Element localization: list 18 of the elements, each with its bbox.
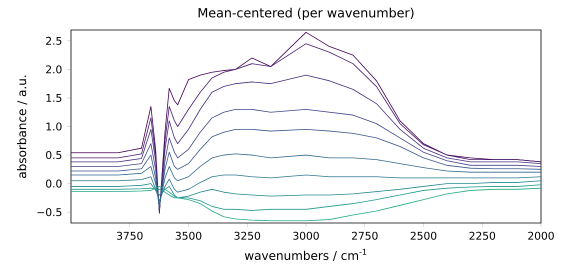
y-tick-label: 2.0 bbox=[46, 65, 62, 74]
y-tick-label: 0.0 bbox=[46, 180, 62, 188]
x-tick-label: 2000 bbox=[528, 232, 554, 240]
y-axis-title: absorbance / a.u. bbox=[17, 76, 28, 178]
x-tick-label: 2750 bbox=[352, 232, 378, 240]
y-tick-label: 1.5 bbox=[46, 94, 62, 102]
x-tick-label: 3250 bbox=[234, 232, 260, 240]
y-tick-label: 2.5 bbox=[46, 36, 62, 45]
x-axis-title: wavenumbers / cm$^{-1}$ bbox=[244, 248, 366, 261]
y-tick-label: −0.5 bbox=[38, 208, 62, 216]
x-tick-label: 2250 bbox=[469, 232, 496, 240]
x-tick-label: 3000 bbox=[293, 232, 319, 240]
x-tick-label: 3750 bbox=[116, 232, 143, 240]
x-tick-label: 2500 bbox=[410, 232, 436, 240]
x-tick-label: 3500 bbox=[176, 232, 202, 240]
chart-title: Mean-centered (per wavenumber) bbox=[198, 8, 414, 20]
y-tick-label: 1.0 bbox=[46, 122, 62, 131]
y-tick-label: 0.5 bbox=[46, 151, 62, 160]
